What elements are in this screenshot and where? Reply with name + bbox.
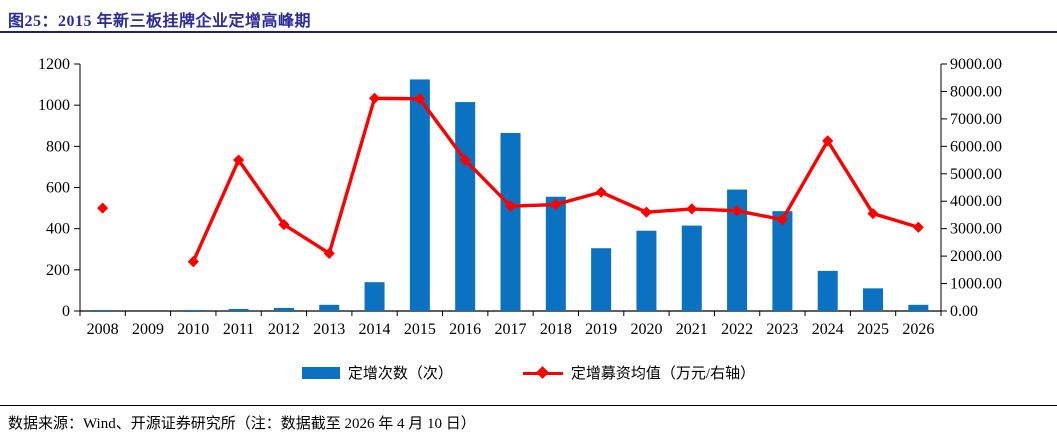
footer-divider	[0, 405, 1057, 406]
svg-text:2000.00: 2000.00	[950, 248, 1002, 265]
svg-text:6000.00: 6000.00	[950, 138, 1002, 155]
svg-text:2023: 2023	[766, 321, 798, 338]
svg-text:800: 800	[46, 138, 70, 155]
svg-text:2024: 2024	[812, 321, 844, 338]
legend-item-line-series: 定增募资均值（万元/右轴）	[522, 362, 756, 383]
svg-text:2016: 2016	[449, 321, 481, 338]
svg-text:4000.00: 4000.00	[950, 193, 1002, 210]
svg-text:5000.00: 5000.00	[950, 166, 1002, 183]
svg-text:1000.00: 1000.00	[950, 276, 1002, 293]
legend-item-bar-series: 定增次数（次）	[301, 362, 453, 383]
svg-text:0: 0	[62, 303, 70, 320]
line-series-swatch	[522, 365, 563, 379]
svg-text:9000.00: 9000.00	[950, 56, 1002, 73]
svg-text:400: 400	[46, 221, 70, 238]
svg-text:1000: 1000	[38, 97, 70, 114]
bar-series-label: 定增次数（次）	[347, 366, 453, 382]
svg-text:8000.00: 8000.00	[950, 83, 1002, 100]
svg-text:2018: 2018	[540, 321, 572, 338]
svg-text:2019: 2019	[585, 321, 617, 338]
svg-text:2020: 2020	[630, 321, 662, 338]
svg-text:2014: 2014	[359, 321, 391, 338]
svg-text:2010: 2010	[177, 321, 209, 338]
svg-text:2008: 2008	[87, 321, 119, 338]
svg-text:2025: 2025	[857, 321, 889, 338]
svg-text:2022: 2022	[721, 321, 753, 338]
title-divider	[0, 31, 1057, 33]
svg-text:2021: 2021	[676, 321, 708, 338]
combo-chart: 0 200 400 600 800 1000 1200 0.00 1000.00 2000.00 3…	[38, 56, 1002, 338]
line-series-label: 定增募资均值（万元/右轴）	[570, 366, 756, 382]
svg-text:2011: 2011	[223, 321, 254, 338]
diamond-marker-icon	[536, 365, 549, 379]
svg-text:2012: 2012	[268, 321, 300, 338]
svg-text:1200: 1200	[38, 56, 70, 73]
svg-text:600: 600	[46, 180, 70, 197]
svg-text:2015: 2015	[404, 321, 436, 338]
svg-text:2009: 2009	[132, 321, 164, 338]
svg-text:2017: 2017	[495, 321, 527, 338]
svg-text:2026: 2026	[902, 321, 934, 338]
figure-title: 图25：2015 年新三板挂牌企业定增高峰期	[8, 13, 312, 30]
svg-text:0.00: 0.00	[950, 303, 978, 320]
svg-text:2013: 2013	[313, 321, 345, 338]
svg-text:3000.00: 3000.00	[950, 221, 1002, 238]
svg-text:200: 200	[46, 262, 70, 279]
chart-legend: 定增次数（次） 定增募资均值（万元/右轴）	[0, 362, 1057, 383]
bar-series-swatch	[301, 366, 340, 379]
data-source-note: 数据来源：Wind、开源证券研究所（注：数据截至 2026 年 4 月 10 日…	[8, 416, 476, 432]
svg-text:7000.00: 7000.00	[950, 111, 1002, 128]
